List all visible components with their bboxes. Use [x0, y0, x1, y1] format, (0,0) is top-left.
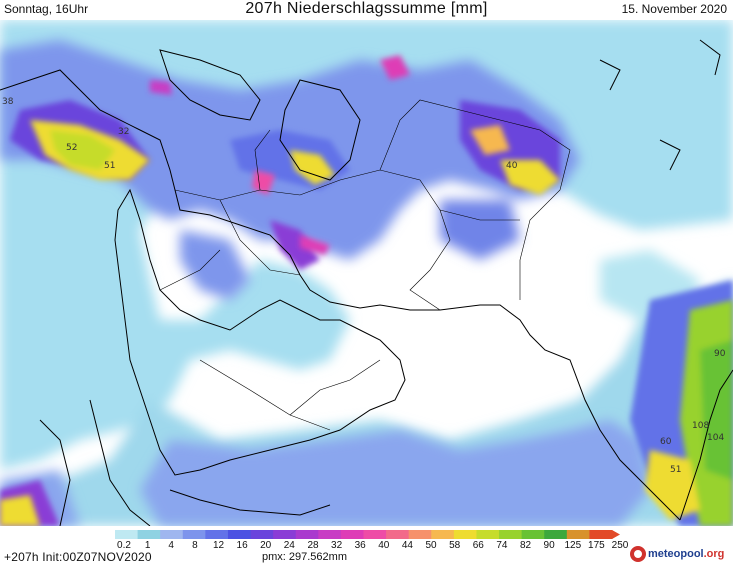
- color-scale-tick-label: 50: [425, 540, 437, 551]
- color-scale-segment: [408, 530, 432, 539]
- color-scale-tick-label: 82: [519, 540, 532, 551]
- color-scale-segment: [160, 530, 184, 539]
- color-scale-segment: [544, 530, 568, 539]
- color-scale-segment: [521, 530, 545, 539]
- color-scale-segment: [340, 530, 364, 539]
- color-scale-tick-label: 12: [212, 540, 225, 551]
- color-scale-tick-label: 16: [236, 540, 248, 551]
- color-scale-segment: [363, 530, 387, 539]
- color-scale-tick-label: 20: [260, 540, 272, 551]
- valid-date-label: 15. November 2020: [621, 2, 727, 16]
- color-scale-segment: [137, 530, 161, 539]
- color-scale-tick-label: 36: [354, 540, 366, 551]
- map-max-label: 108: [692, 421, 709, 431]
- precipitation-map: 38 52 51 40 32 90 108 104 60 51: [0, 20, 733, 526]
- map-max-label: 38: [2, 97, 14, 107]
- valid-time-label: Sonntag, 16Uhr: [4, 2, 89, 16]
- brand-suffix: .org: [703, 548, 725, 560]
- color-scale-tick-label: 74: [496, 540, 508, 551]
- brand-logo[interactable]: meteopool.org: [630, 546, 724, 562]
- color-scale-segment: [476, 530, 500, 539]
- color-scale-segment: [589, 530, 613, 539]
- color-scale-tick-label: 1: [144, 540, 151, 551]
- color-scale-tick-label: 58: [449, 540, 461, 551]
- color-scale-tick-label: 125: [564, 540, 582, 551]
- color-scale-segment: [431, 530, 455, 539]
- color-scale-tick-label: 24: [283, 540, 295, 551]
- color-scale-tick-label: 32: [331, 540, 343, 551]
- color-scale-tick-label: 44: [401, 540, 413, 551]
- color-scale-segment: [318, 530, 342, 539]
- color-scale-tick-label: 4: [168, 540, 174, 551]
- color-scale-bar: [115, 530, 620, 539]
- map-max-label: 90: [714, 349, 726, 359]
- color-scale-tick-label: 0.2: [117, 540, 131, 551]
- color-scale-ticks: 0.2 1 4 8 12 16 20 24 28 32 36 40 44 50 58 66 74 82 90 125 1…: [0, 540, 733, 552]
- color-scale-segment: [386, 530, 410, 539]
- max-labels: 38 52 51 40 32 90 108 104 60 51: [2, 97, 726, 475]
- coastlines: [0, 39, 733, 526]
- color-scale-segment: [115, 530, 139, 539]
- brand-text: meteopool.org: [648, 548, 724, 560]
- color-scale-tick-label: 250: [611, 540, 629, 551]
- precip-core-layer: [0, 55, 733, 526]
- run-info-label: +207h Init:00Z07NOV2020: [4, 550, 152, 564]
- map-title: 207h Niederschlagssumme [mm]: [245, 0, 488, 17]
- precip-max-label: pmx: 297.562mm: [262, 551, 347, 563]
- map-max-label: 51: [670, 465, 681, 475]
- color-scale-segment: [227, 530, 252, 539]
- map-max-label: 60: [660, 437, 672, 447]
- color-scale-tick-label: 40: [378, 540, 390, 551]
- map-max-label: 52: [66, 143, 77, 153]
- brand-main: meteopool: [648, 548, 704, 560]
- map-max-label: 32: [118, 127, 129, 137]
- title-bar: Sonntag, 16Uhr 207h Niederschlagssumme […: [0, 0, 733, 20]
- color-scale-segment: [499, 530, 523, 539]
- color-scale-segment: [295, 530, 319, 539]
- color-scale-segment: [182, 530, 206, 539]
- legend: 0.2 1 4 8 12 16 20 24 28 32 36 40 44 50 58 66 74 82 90 125 1…: [0, 526, 733, 566]
- color-scale-segment: [250, 530, 274, 539]
- color-scale-segment: [273, 530, 297, 539]
- color-scale-tick-label: 90: [543, 540, 555, 551]
- color-scale-tick-label: 66: [472, 540, 484, 551]
- borders: [159, 99, 571, 431]
- map-max-label: 51: [104, 161, 115, 171]
- color-scale-tick-label: 175: [588, 540, 605, 551]
- meteopool-logo-icon: [630, 546, 646, 562]
- map-max-label: 104: [707, 433, 724, 443]
- color-scale-segment: [566, 530, 590, 539]
- color-scale-segment: [205, 530, 229, 539]
- color-scale-arrow: [612, 530, 620, 539]
- color-scale-segment: [453, 530, 477, 539]
- color-scale-tick-label: 28: [307, 540, 319, 551]
- map-max-label: 40: [506, 161, 518, 171]
- color-scale-tick-label: 8: [192, 540, 198, 551]
